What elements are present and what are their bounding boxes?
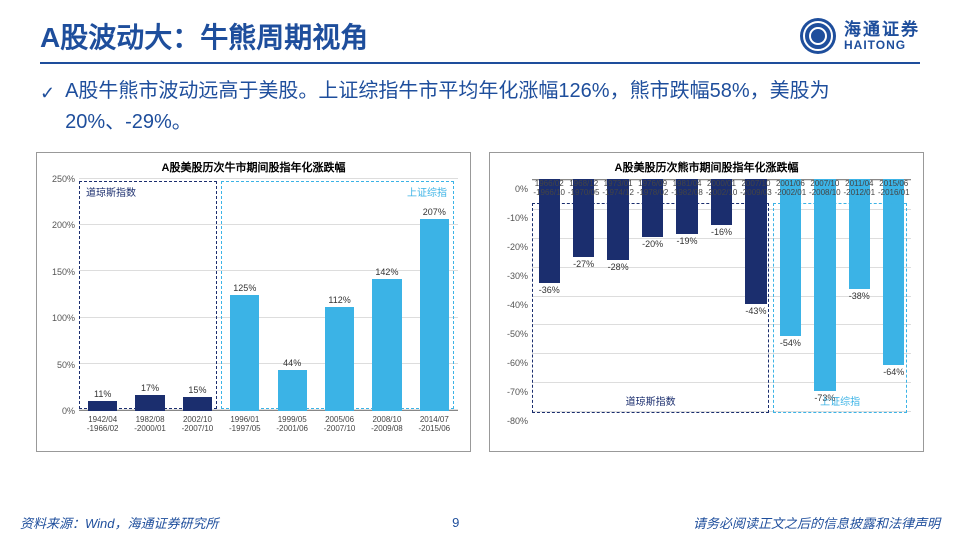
chart-bull-plot: 0%50%100%150%200%250% 11%17%15%125%44%11… [45,179,462,439]
bar [883,179,904,365]
bar [183,397,212,411]
bar [135,395,164,411]
chart-bear-plot: -80%-70%-60%-50%-40%-30%-20%-10%0% -36%-… [498,179,915,439]
bar [325,307,354,411]
bar [230,295,259,411]
bar [814,179,835,391]
chart-bull-title: A股美股历次牛市期间股指年化涨跌幅 [45,159,462,175]
brand-name-en: HAITONG [844,39,920,52]
bullet-text: A股牛熊市波动远高于美股。上证综指牛市平均年化涨幅126%，熊市跌幅58%，美股… [65,76,920,138]
footer-source: 资料来源：Wind，海通证券研究所 [20,513,219,532]
bar [278,370,307,411]
chart-bear: A股美股历次熊市期间股指年化涨跌幅 -80%-70%-60%-50%-40%-3… [489,152,924,452]
bar [88,401,117,411]
bullet-1: ✓ A股牛熊市波动远高于美股。上证综指牛市平均年化涨幅126%，熊市跌幅58%，… [40,76,920,138]
page-title: A股波动大：牛熊周期视角 [40,16,368,56]
brand-name-cn: 海通证券 [844,21,920,39]
brand-logo: 海通证券 HAITONG [800,18,920,54]
footer-disclaimer: 请务必阅读正文之后的信息披露和法律声明 [693,513,940,532]
check-icon: ✓ [40,76,55,138]
chart-bear-title: A股美股历次熊市期间股指年化涨跌幅 [498,159,915,175]
bar [372,279,401,411]
header-divider [40,62,920,64]
brand-logo-icon [800,18,836,54]
chart-bull: A股美股历次牛市期间股指年化涨跌幅 0%50%100%150%200%250% … [36,152,471,452]
page-number: 9 [452,515,459,530]
bar [420,219,449,411]
